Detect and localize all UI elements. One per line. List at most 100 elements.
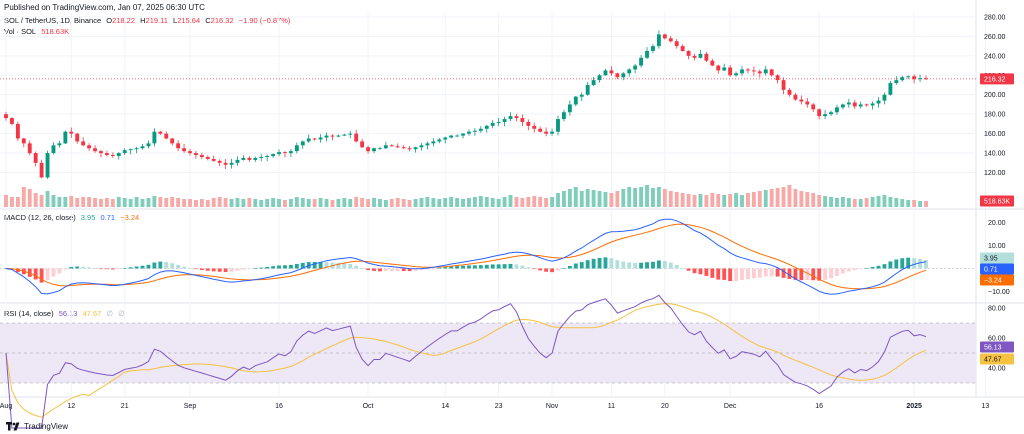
volume-bar bbox=[686, 194, 691, 207]
rsi-label[interactable]: RSI (14, close) bbox=[4, 309, 54, 318]
macd-histogram-bar bbox=[443, 267, 448, 269]
macd-histogram-bar bbox=[573, 263, 578, 269]
candle-body bbox=[526, 121, 531, 126]
macd-label[interactable]: MACD (12, 26, close) bbox=[4, 213, 76, 222]
candle-body bbox=[846, 102, 851, 105]
macd-histogram-bar bbox=[757, 268, 762, 278]
candle-body bbox=[182, 148, 186, 152]
candle-body bbox=[496, 121, 501, 123]
macd-histogram-bar bbox=[864, 267, 869, 269]
macd-signal-badge: −3.24 bbox=[980, 274, 1014, 286]
candle-body bbox=[579, 94, 584, 97]
macd-histogram-bar bbox=[514, 264, 519, 269]
candle-body bbox=[835, 107, 839, 113]
candle-body bbox=[787, 89, 792, 95]
macd-histogram-bar bbox=[508, 263, 513, 269]
volume-bar bbox=[846, 198, 851, 207]
macd-histogram-bar bbox=[146, 264, 151, 269]
price-legend: SOL / TetherUS, 1D, Binance O218.22 H219… bbox=[4, 16, 291, 25]
volume-bar bbox=[306, 199, 311, 207]
macd-histogram-bar bbox=[912, 258, 917, 269]
volume-bar bbox=[526, 197, 531, 207]
macd-histogram-bar bbox=[110, 268, 115, 270]
macd-histogram-bar bbox=[544, 268, 549, 272]
volume-bar bbox=[431, 198, 436, 207]
candle-body bbox=[134, 148, 139, 150]
rsi-value: 56.13 bbox=[58, 309, 78, 318]
candle-body bbox=[318, 137, 323, 140]
volume-bar bbox=[478, 196, 483, 207]
volume-bar bbox=[437, 199, 442, 207]
volume-bar bbox=[573, 187, 578, 207]
volume-label[interactable]: Vol · SOL bbox=[4, 27, 37, 36]
macd-histogram-bar bbox=[835, 268, 839, 277]
candle-body bbox=[4, 114, 8, 119]
volume-bar bbox=[544, 198, 549, 207]
candle-body bbox=[288, 151, 293, 154]
date-axis-tick: 16 bbox=[275, 403, 283, 410]
candle-body bbox=[259, 156, 264, 158]
price-axis-tick: 180.00 bbox=[984, 112, 1006, 119]
candle-body bbox=[247, 157, 252, 160]
candle-body bbox=[573, 96, 578, 105]
volume-bar bbox=[763, 190, 768, 207]
candle-body bbox=[378, 148, 382, 150]
rsi-badge-text: 56.13 bbox=[984, 345, 1002, 352]
macd-histogram-bar bbox=[651, 261, 655, 269]
candle-body bbox=[152, 131, 157, 144]
macd-histogram-bar bbox=[793, 268, 798, 280]
macd-histogram-bar bbox=[116, 268, 121, 270]
macd-signal-badge-text: −3.24 bbox=[984, 278, 1002, 285]
macd-histogram-bar bbox=[894, 259, 899, 269]
date-axis-tick: Dec bbox=[724, 403, 737, 410]
candle-body bbox=[627, 69, 632, 74]
candle-body bbox=[401, 147, 406, 149]
volume-bar bbox=[277, 199, 281, 207]
volume-bar bbox=[383, 200, 388, 207]
volume-bar bbox=[508, 195, 513, 207]
volume-bar bbox=[45, 191, 50, 207]
volume-bar bbox=[924, 201, 928, 207]
candle-body bbox=[241, 157, 246, 160]
volume-bar bbox=[567, 189, 572, 207]
candle-body bbox=[128, 149, 133, 151]
macd-histogram-bar bbox=[769, 268, 774, 277]
candle-body bbox=[366, 147, 370, 152]
volume-bar bbox=[342, 198, 347, 207]
macd-axis-tick: 20.00 bbox=[988, 220, 1006, 227]
candle-body bbox=[852, 102, 857, 107]
volume-bar bbox=[775, 188, 780, 207]
candle-body bbox=[336, 135, 341, 137]
macd-histogram-bar bbox=[318, 261, 323, 269]
macd-histogram-bar bbox=[633, 262, 638, 269]
volume-bar bbox=[609, 193, 614, 207]
macd-histogram-bar bbox=[467, 265, 471, 269]
volume-bar bbox=[550, 197, 554, 207]
candle-body bbox=[449, 135, 454, 138]
volume-bar bbox=[188, 199, 192, 207]
candle-body bbox=[437, 139, 442, 142]
volume-bar bbox=[455, 198, 460, 207]
candle-body bbox=[461, 133, 465, 136]
volume-bar bbox=[140, 199, 145, 207]
rsi-axis-tick: 40.00 bbox=[988, 366, 1006, 373]
candle-body bbox=[567, 104, 572, 113]
volume-badge-bg bbox=[980, 195, 1014, 207]
candle-body bbox=[27, 143, 32, 154]
macd-histogram-bar bbox=[229, 268, 234, 272]
candle-body bbox=[686, 50, 691, 56]
price-axis-tick: 140.00 bbox=[984, 151, 1006, 158]
macd-histogram-bar bbox=[223, 268, 228, 273]
macd-histogram-bar bbox=[680, 267, 685, 269]
candle-body bbox=[502, 119, 507, 122]
macd-histogram-bar bbox=[45, 268, 50, 281]
volume-bar bbox=[170, 197, 175, 207]
date-axis-tick: 13 bbox=[981, 403, 989, 410]
candle-body bbox=[562, 112, 566, 120]
symbol-label[interactable]: SOL / TetherUS, 1D, Binance bbox=[4, 16, 102, 25]
footer-brand[interactable]: TradingView bbox=[24, 422, 69, 431]
volume-bar bbox=[372, 198, 376, 207]
candle-body bbox=[294, 145, 299, 152]
volume-bar bbox=[615, 191, 620, 207]
